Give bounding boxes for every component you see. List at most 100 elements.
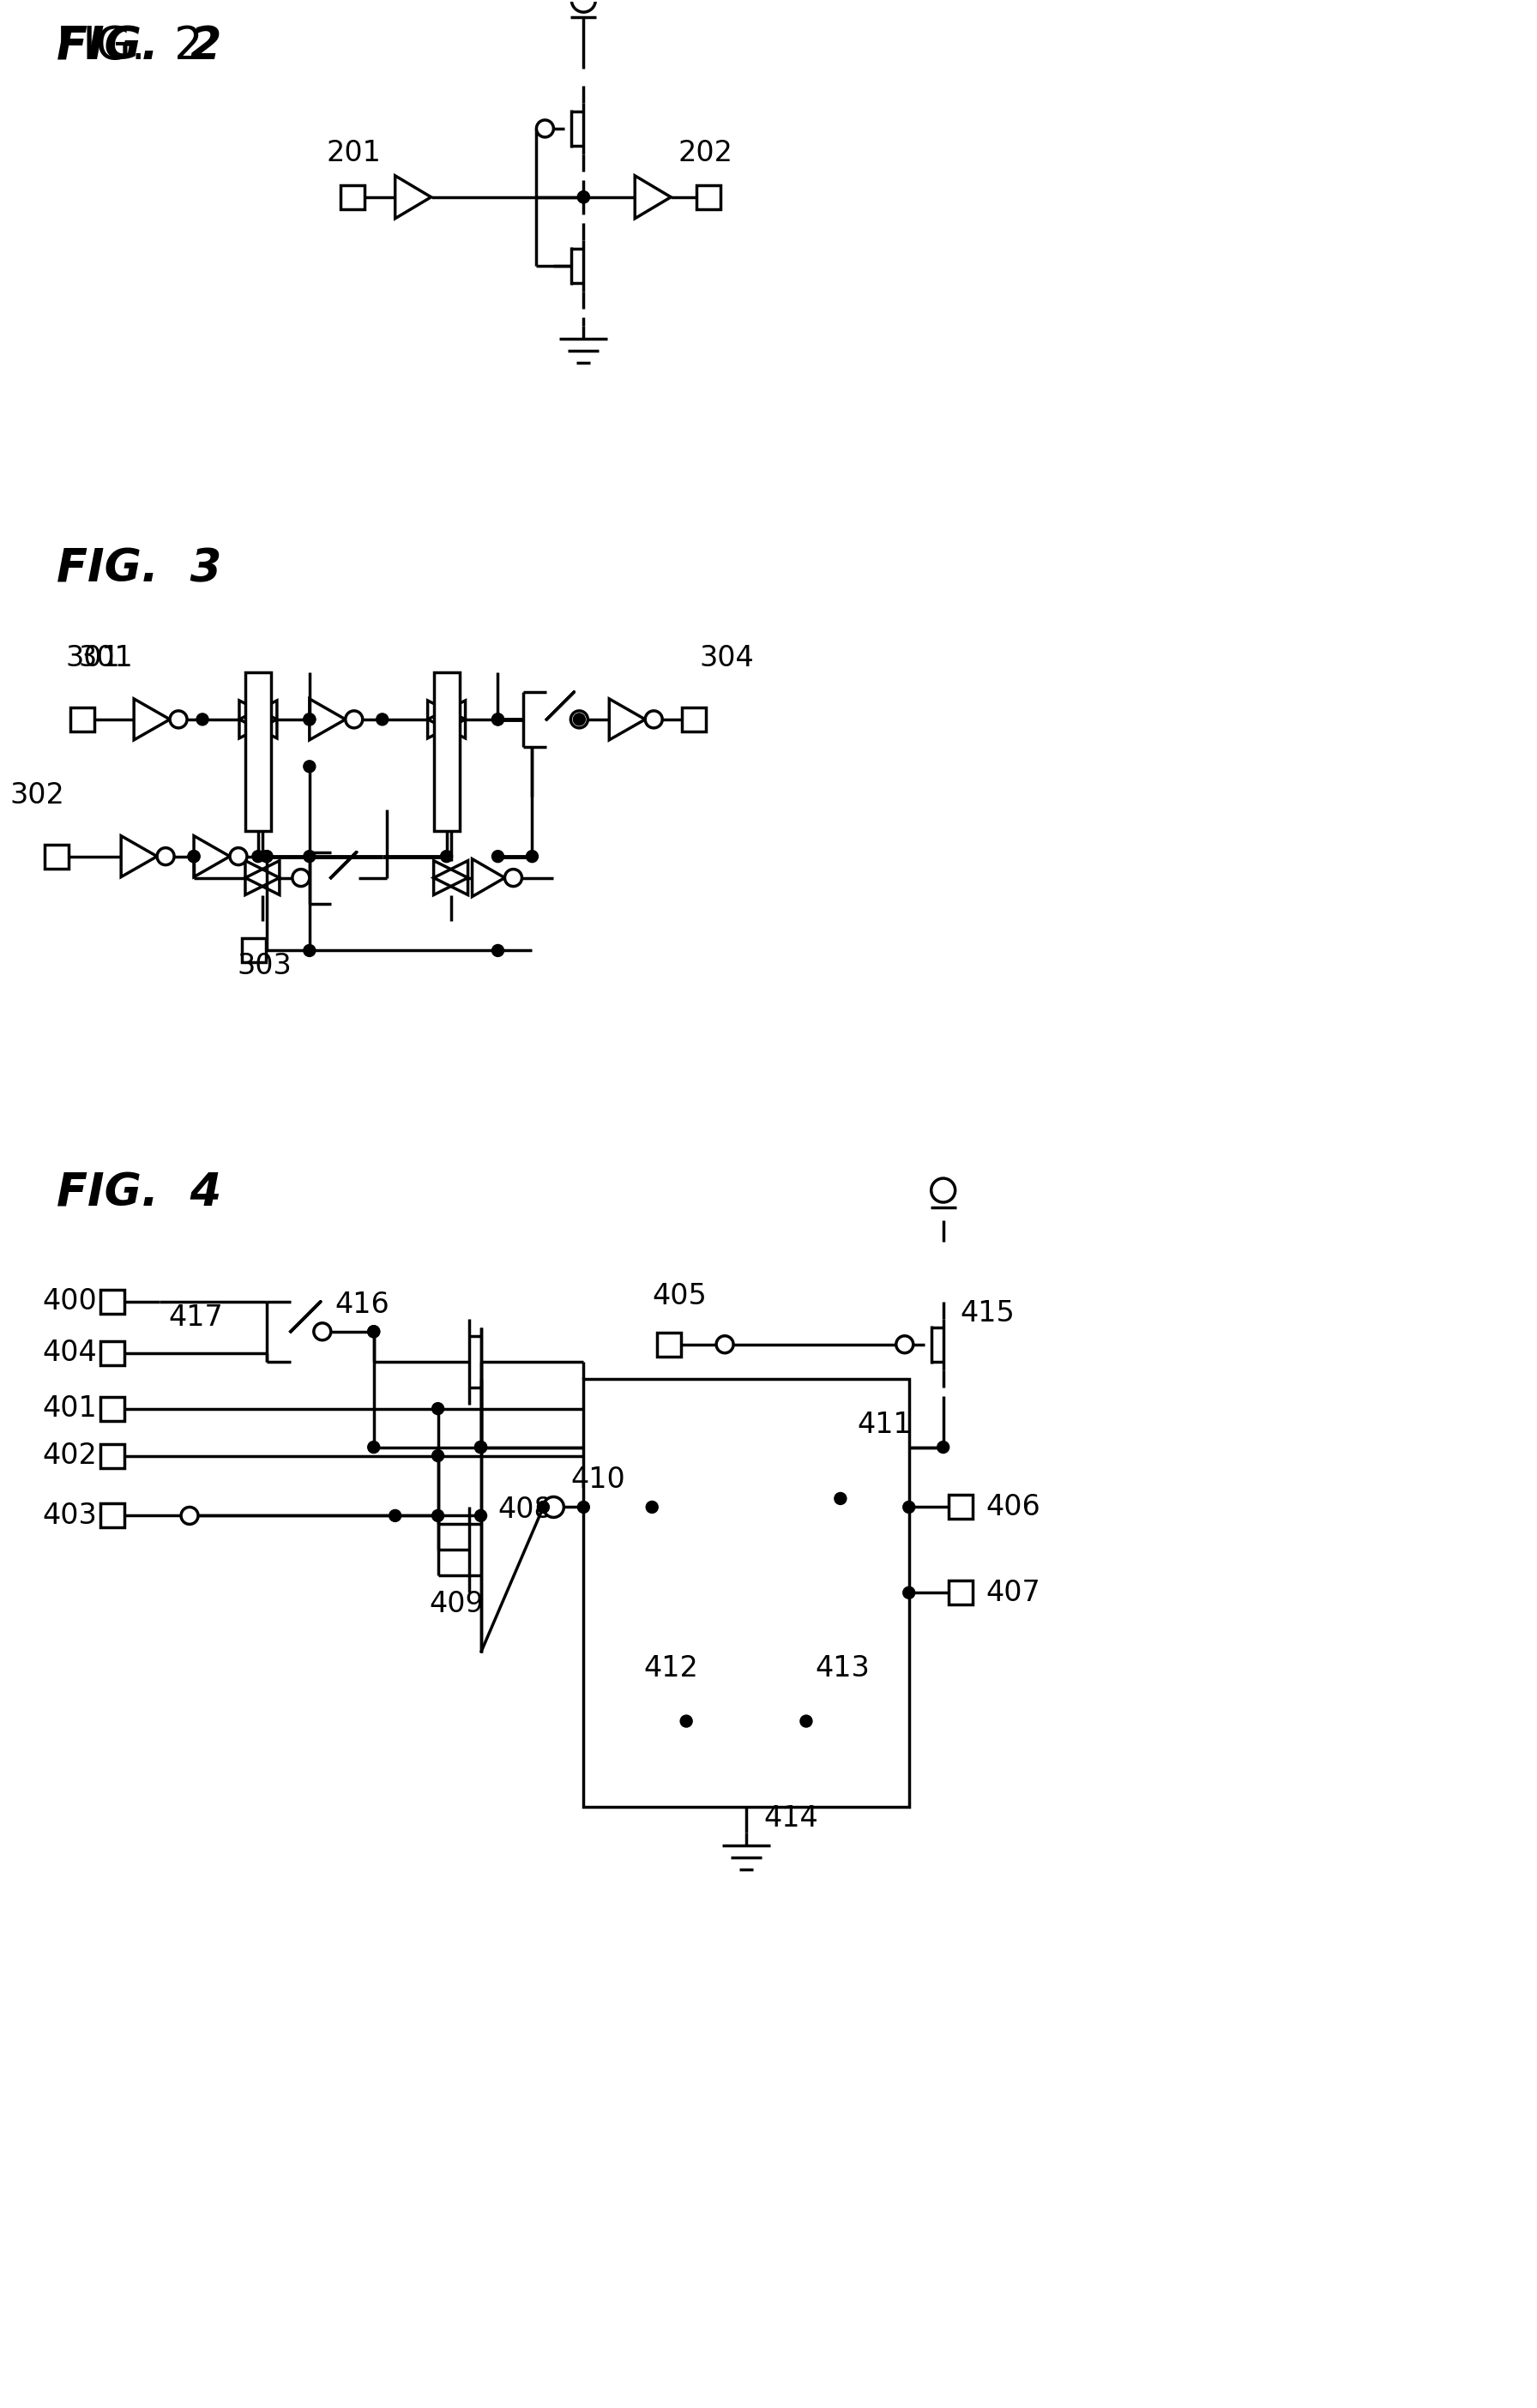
Circle shape — [367, 1324, 380, 1336]
Text: 417: 417 — [168, 1303, 223, 1332]
Text: 414: 414 — [764, 1804, 818, 1832]
Bar — [100, 1445, 124, 1469]
Circle shape — [578, 190, 590, 202]
Circle shape — [346, 710, 363, 727]
Text: 412: 412 — [644, 1654, 698, 1683]
Circle shape — [475, 1440, 487, 1452]
Text: FIG.  3: FIG. 3 — [57, 547, 221, 590]
Circle shape — [475, 1440, 487, 1452]
Circle shape — [188, 850, 200, 862]
Circle shape — [902, 1587, 915, 1599]
Text: 410: 410 — [570, 1466, 626, 1495]
Bar — [584, 1380, 908, 1806]
Circle shape — [526, 850, 538, 862]
Text: 301: 301 — [78, 643, 132, 672]
Text: 402: 402 — [43, 1442, 97, 1469]
Text: 303: 303 — [237, 951, 292, 980]
Circle shape — [303, 713, 315, 725]
Circle shape — [538, 1500, 549, 1512]
Bar — [100, 1503, 124, 1527]
Circle shape — [303, 761, 315, 773]
Bar — [71, 708, 95, 732]
Circle shape — [570, 710, 587, 727]
Text: 404: 404 — [43, 1339, 97, 1368]
Circle shape — [231, 848, 247, 864]
Text: 403: 403 — [43, 1503, 97, 1529]
Circle shape — [801, 1714, 812, 1727]
Text: 401: 401 — [43, 1394, 97, 1423]
Circle shape — [303, 850, 315, 862]
Text: 406: 406 — [987, 1493, 1041, 1522]
Circle shape — [389, 1510, 401, 1522]
Circle shape — [681, 1714, 692, 1727]
Bar — [658, 1332, 681, 1356]
Text: 415: 415 — [961, 1298, 1014, 1327]
Circle shape — [303, 944, 315, 956]
Circle shape — [492, 713, 504, 725]
Text: 409: 409 — [429, 1589, 484, 1618]
Circle shape — [441, 850, 452, 862]
Circle shape — [931, 1178, 954, 1202]
Text: 302: 302 — [9, 780, 65, 809]
Circle shape — [188, 850, 200, 862]
Bar — [100, 1341, 124, 1365]
Circle shape — [573, 713, 586, 725]
Circle shape — [432, 1401, 444, 1413]
Bar — [948, 1580, 973, 1604]
Circle shape — [578, 190, 590, 202]
Text: FIG.  2: FIG. 2 — [57, 24, 221, 70]
Circle shape — [181, 1507, 198, 1524]
Text: 304: 304 — [699, 643, 753, 672]
Text: FIG.  4: FIG. 4 — [57, 1170, 221, 1216]
Circle shape — [578, 1500, 590, 1512]
Circle shape — [492, 850, 504, 862]
Bar — [948, 1495, 973, 1519]
Circle shape — [432, 1450, 444, 1462]
Bar — [246, 672, 271, 831]
Circle shape — [896, 1336, 913, 1353]
Text: FIG.  2: FIG. 2 — [57, 24, 203, 70]
Bar — [100, 1291, 124, 1315]
Text: 416: 416 — [335, 1291, 390, 1320]
Circle shape — [367, 1440, 380, 1452]
Circle shape — [646, 1500, 658, 1512]
Circle shape — [492, 944, 504, 956]
Circle shape — [252, 850, 264, 862]
Bar — [340, 185, 364, 209]
Circle shape — [303, 713, 315, 725]
Circle shape — [292, 869, 309, 886]
Circle shape — [475, 1440, 487, 1452]
Text: 407: 407 — [987, 1580, 1041, 1606]
Bar — [433, 672, 460, 831]
Circle shape — [197, 713, 209, 725]
Text: 405: 405 — [652, 1281, 707, 1310]
Circle shape — [367, 1324, 380, 1336]
Circle shape — [902, 1500, 915, 1512]
Circle shape — [171, 710, 188, 727]
Circle shape — [261, 850, 272, 862]
Circle shape — [314, 1322, 330, 1341]
Bar — [45, 845, 69, 869]
Circle shape — [835, 1493, 847, 1505]
Circle shape — [938, 1440, 950, 1452]
Circle shape — [646, 710, 662, 727]
Circle shape — [543, 1498, 564, 1517]
Text: 400: 400 — [43, 1288, 97, 1315]
Circle shape — [572, 0, 595, 12]
Bar — [100, 1397, 124, 1421]
Text: 413: 413 — [815, 1654, 870, 1683]
Circle shape — [261, 850, 272, 862]
Circle shape — [492, 713, 504, 725]
Circle shape — [504, 869, 523, 886]
Bar — [682, 708, 705, 732]
Circle shape — [475, 1510, 487, 1522]
Circle shape — [716, 1336, 733, 1353]
Text: 301: 301 — [66, 643, 120, 672]
Bar — [241, 939, 266, 963]
Circle shape — [377, 713, 389, 725]
Circle shape — [536, 120, 553, 137]
Text: 201: 201 — [326, 140, 381, 166]
Circle shape — [432, 1510, 444, 1522]
Text: 408: 408 — [498, 1495, 552, 1524]
Circle shape — [157, 848, 174, 864]
